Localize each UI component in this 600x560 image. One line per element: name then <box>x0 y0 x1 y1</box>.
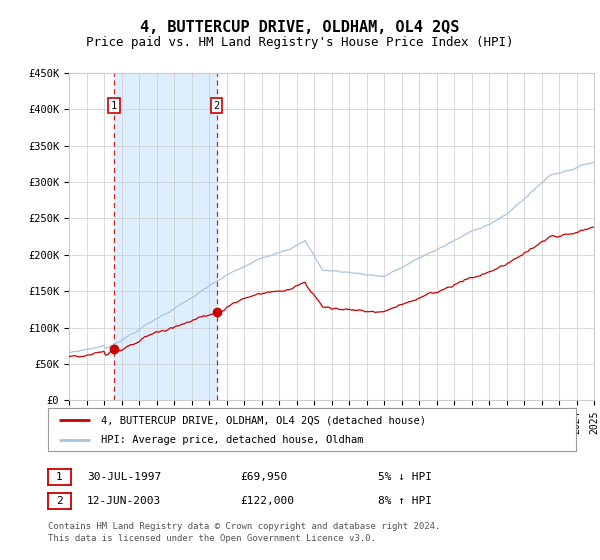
Bar <box>114 73 217 400</box>
Text: 30-JUL-1997: 30-JUL-1997 <box>87 472 161 482</box>
Text: 4, BUTTERCUP DRIVE, OLDHAM, OL4 2QS: 4, BUTTERCUP DRIVE, OLDHAM, OL4 2QS <box>140 20 460 35</box>
Text: 8% ↑ HPI: 8% ↑ HPI <box>378 496 432 506</box>
Text: HPI: Average price, detached house, Oldham: HPI: Average price, detached house, Oldh… <box>101 435 364 445</box>
Text: Price paid vs. HM Land Registry's House Price Index (HPI): Price paid vs. HM Land Registry's House … <box>86 36 514 49</box>
Text: 5% ↓ HPI: 5% ↓ HPI <box>378 472 432 482</box>
Text: £69,950: £69,950 <box>240 472 287 482</box>
Text: 4, BUTTERCUP DRIVE, OLDHAM, OL4 2QS (detached house): 4, BUTTERCUP DRIVE, OLDHAM, OL4 2QS (det… <box>101 415 426 425</box>
Text: 1: 1 <box>56 472 63 482</box>
Text: 12-JUN-2003: 12-JUN-2003 <box>87 496 161 506</box>
Text: Contains HM Land Registry data © Crown copyright and database right 2024.
This d: Contains HM Land Registry data © Crown c… <box>48 522 440 543</box>
Text: 2: 2 <box>56 496 63 506</box>
Text: £122,000: £122,000 <box>240 496 294 506</box>
Text: 2: 2 <box>214 101 220 110</box>
Text: 1: 1 <box>111 101 117 110</box>
